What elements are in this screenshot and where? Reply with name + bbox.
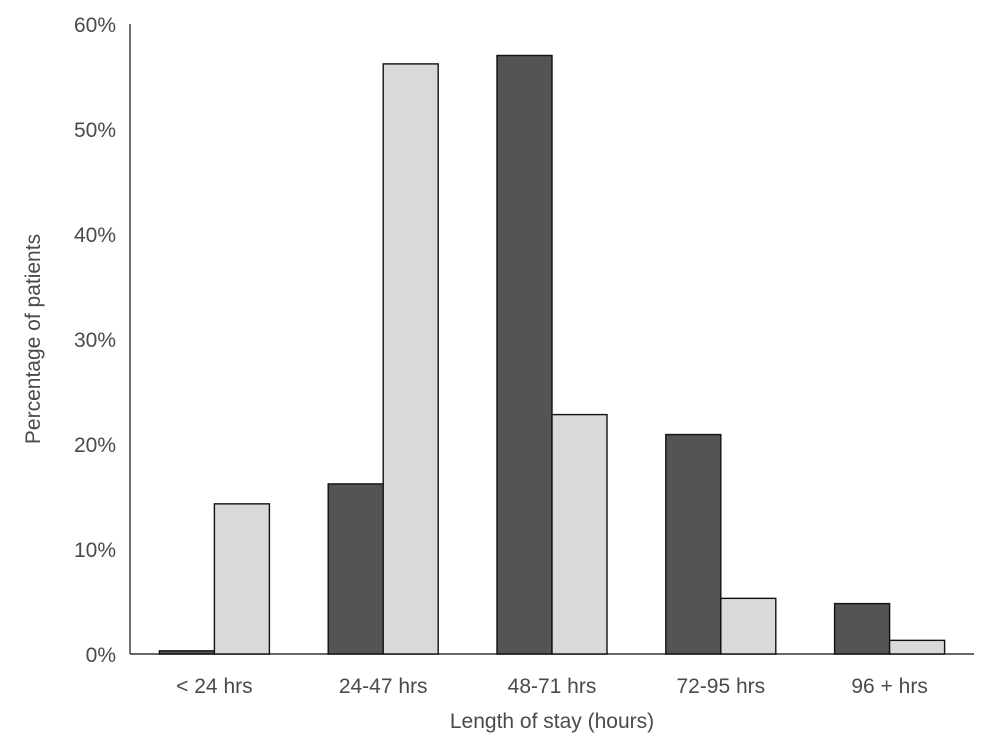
x-tick-label: 72-95 hrs — [676, 675, 765, 698]
bar — [665, 433, 722, 655]
bars — [158, 54, 946, 655]
bar — [720, 597, 777, 655]
y-tick-label: 60% — [74, 14, 116, 37]
bar — [327, 483, 384, 655]
x-tick-labels: < 24 hrs 24-47 hrs 48-71 hrs 72-95 hrs 96 + … — [176, 675, 928, 698]
bar — [551, 413, 608, 655]
y-tick-labels: 0% 10% 20% 30% 40% 50% 60% — [74, 14, 116, 667]
x-tick-label: 48-71 hrs — [508, 675, 597, 698]
y-tick-label: 30% — [74, 329, 116, 352]
bar — [213, 503, 271, 655]
bar — [888, 639, 946, 655]
y-tick-label: 20% — [74, 434, 116, 457]
bar — [496, 54, 553, 655]
y-tick-label: 0% — [86, 644, 116, 667]
x-tick-label: < 24 hrs — [176, 675, 252, 698]
bar — [382, 63, 439, 655]
bar — [833, 602, 891, 655]
bar — [158, 650, 216, 655]
x-tick-label: 96 + hrs — [851, 675, 927, 698]
y-axis-title: Percentage of patients — [22, 234, 45, 444]
y-tick-label: 10% — [74, 539, 116, 562]
y-tick-label: 40% — [74, 224, 116, 247]
y-tick-label: 50% — [74, 119, 116, 142]
x-axis-title: Length of stay (hours) — [450, 710, 654, 733]
x-tick-label: 24-47 hrs — [339, 675, 428, 698]
